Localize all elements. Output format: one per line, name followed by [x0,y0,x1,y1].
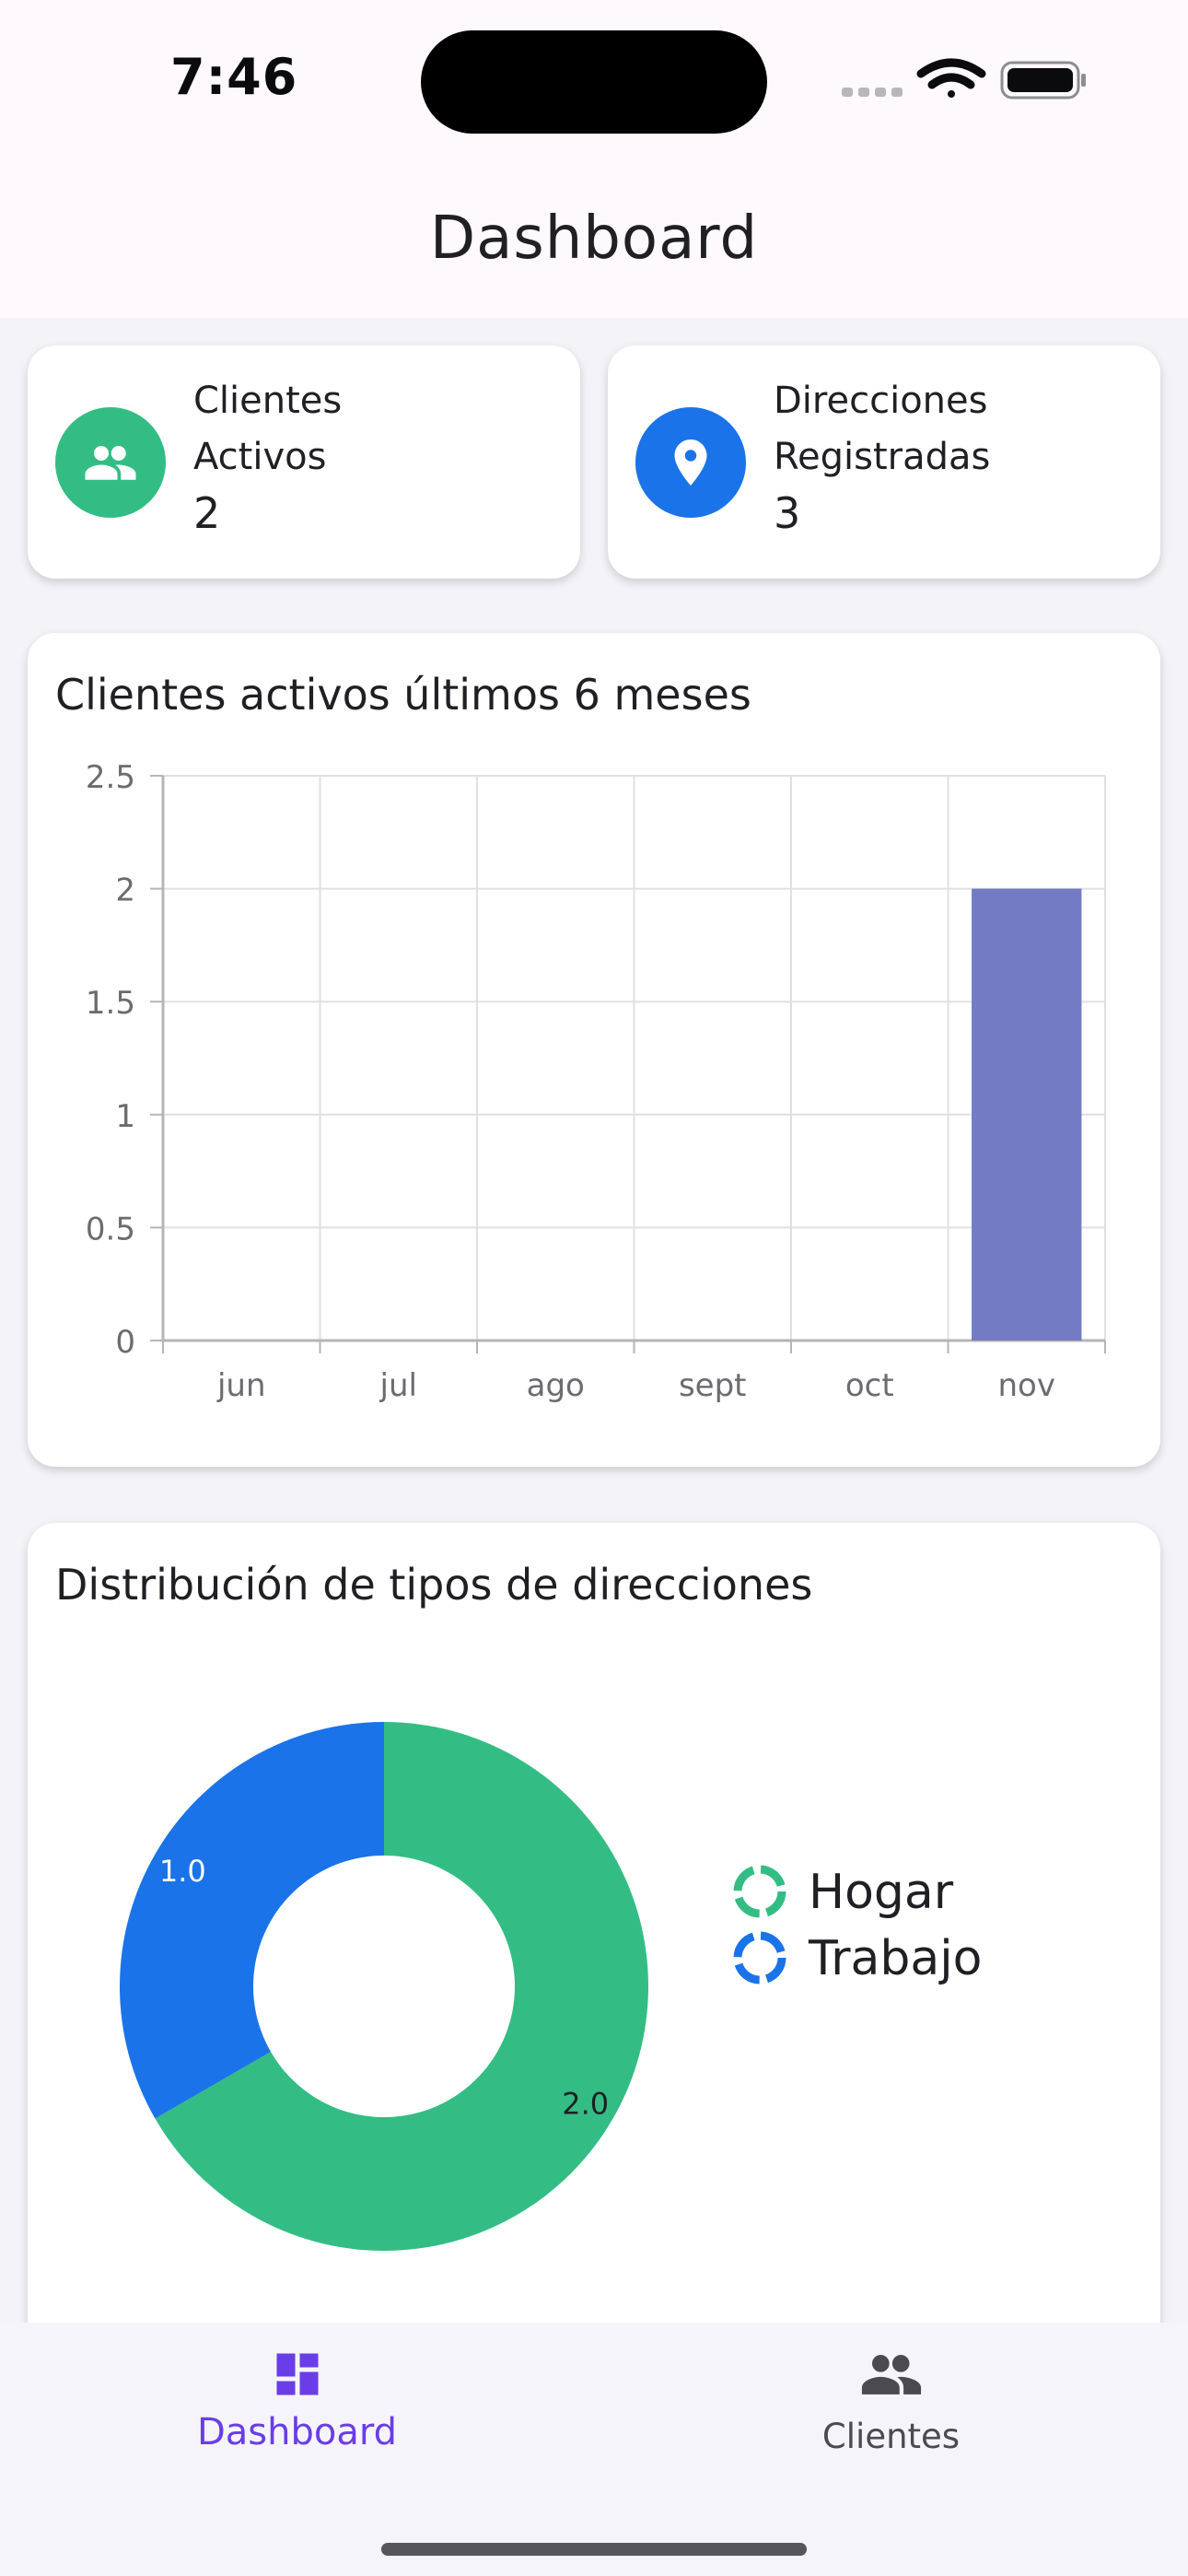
top-bar: 7:46 Dashboard [0,0,1188,318]
legend-ring-icon [733,1865,786,1918]
y-tick-label: 2.5 [86,759,135,796]
x-tick-label: sept [679,1367,747,1404]
wifi-icon [916,58,986,98]
registered-addresses-icon-circle [635,407,746,518]
dynamic-island [421,30,767,134]
y-tick-label: 1.5 [86,985,135,1022]
legend-ring-icon [733,1931,786,1985]
bar-chart-title: Clientes activos últimos 6 meses [55,670,751,720]
active-clients-label-line1: Clientes [193,380,343,422]
registered-addresses-value: 3 [774,488,801,538]
y-tick-label: 0.5 [86,1211,135,1247]
registered-addresses-label-line2: Registradas [774,436,991,478]
nav-clientes[interactable]: Clientes [594,2323,1188,2507]
cellular-signal-icon [842,88,903,97]
donut-chart: 2.0 1.0 Hogar Trabajo [120,1722,983,2251]
bottom-navigation: Dashboard Clientes [0,2323,1188,2576]
bar-nov [972,888,1082,1341]
status-time: 7:46 [170,48,298,106]
legend-item-trabajo[interactable]: Trabajo [733,1931,983,1986]
active-clients-label-line2: Activos [193,436,327,478]
bar-chart: 0 0.5 1 1.5 2 2.5 jun jul ago sept oct nov [86,759,1106,1404]
location-pin-icon [674,439,707,486]
registered-addresses-card: Direcciones Registradas 3 [608,345,1160,579]
people-icon [594,2347,1188,2406]
active-clients-chart-card: Clientes activos últimos 6 meses 0 0.5 1 1.… [28,633,1160,1467]
y-tick-label: 0 [115,1324,135,1361]
slice-trabajo [120,1722,384,2119]
active-clients-value: 2 [193,488,221,538]
legend-label: Hogar [809,1865,954,1920]
nav-dashboard[interactable]: Dashboard [0,2323,594,2507]
legend-label: Trabajo [808,1931,983,1986]
x-tick-label: jul [379,1367,417,1404]
nav-clientes-label: Clientes [821,2417,961,2456]
legend-item-hogar[interactable]: Hogar [733,1865,954,1920]
slice-value-label: 1.0 [159,1854,206,1889]
x-tick-label: oct [845,1367,894,1404]
dashboard-icon [0,2347,594,2406]
status-icons [842,58,1086,100]
pie-chart-title: Distribución de tipos de direcciones [55,1560,813,1610]
battery-icon [1000,61,1086,100]
nav-dashboard-label: Dashboard [196,2411,397,2453]
page-title: Dashboard [429,205,759,273]
active-clients-label: Clientes Activos [193,373,342,486]
slice-value-label: 2.0 [562,2086,609,2121]
home-indicator[interactable] [381,2543,807,2556]
slice-hogar [155,1722,649,2251]
registered-addresses-label-line1: Direcciones [774,380,988,422]
registered-addresses-label: Direcciones Registradas [774,373,990,486]
x-tick-label: nov [998,1367,1055,1404]
active-clients-icon-circle [55,407,166,518]
x-tick-label: jun [216,1367,266,1404]
x-tick-label: ago [527,1367,585,1404]
y-tick-label: 2 [115,872,135,909]
y-tick-label: 1 [115,1098,135,1135]
people-icon [85,446,136,480]
active-clients-card: Clientes Activos 2 [28,345,580,579]
